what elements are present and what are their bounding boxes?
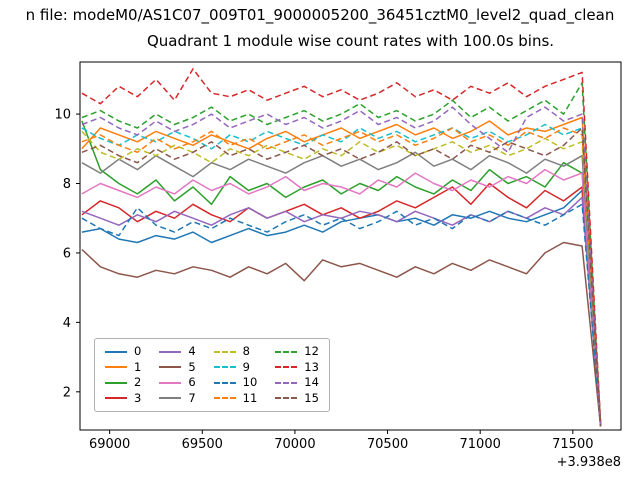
- legend-line-sample-1: [105, 366, 127, 369]
- legend-line-sample-5: [159, 366, 182, 369]
- series-line-14: [81, 106, 602, 427]
- legend-item-3: 3: [105, 390, 142, 405]
- legend-item-8: 8: [213, 344, 258, 358]
- series-line-2: [81, 120, 602, 427]
- legend-line-sample-10: [213, 381, 236, 384]
- axes-spines: [79, 61, 622, 431]
- series-line-13: [81, 68, 602, 424]
- legend-line-sample-9: [213, 366, 236, 369]
- legend-label-10: 10: [242, 375, 258, 389]
- legend-item-15: 15: [275, 390, 319, 405]
- legend-item-11: 11: [213, 390, 258, 405]
- series-line-9: [81, 123, 602, 427]
- legend-item-2: 2: [105, 375, 142, 389]
- series-line-15: [81, 127, 602, 427]
- legend: 0 1 2 3 4 5 6 7 8 9 10 11 12 13 14 15: [94, 338, 330, 412]
- figure-suptitle: n file: modeM0/AS1C07_009T01_9000005200_…: [25, 6, 615, 24]
- series-line-0: [81, 189, 602, 427]
- y-tick-label: 2: [63, 385, 71, 400]
- legend-line-sample-2: [105, 381, 127, 384]
- series-line-1: [81, 116, 602, 424]
- axes-title: Quadrant 1 module wise count rates with …: [146, 32, 555, 50]
- legend-item-14: 14: [275, 375, 319, 389]
- y-tick-label: 10: [54, 108, 71, 123]
- series-line-7: [81, 151, 602, 427]
- legend-label-13: 13: [304, 359, 319, 374]
- legend-label-1: 1: [134, 359, 142, 374]
- x-tick-label: 71000: [460, 437, 501, 452]
- legend-label-7: 7: [188, 390, 196, 405]
- legend-item-7: 7: [159, 390, 196, 405]
- legend-line-sample-3: [105, 397, 127, 400]
- legend-label-6: 6: [188, 375, 196, 389]
- legend-item-12: 12: [275, 344, 319, 358]
- legend-line-sample-13: [275, 366, 298, 369]
- legend-line-sample-14: [275, 381, 298, 384]
- series-line-12: [81, 82, 602, 427]
- legend-line-sample-8: [213, 350, 236, 353]
- x-offset-label: +3.938e8: [557, 455, 621, 470]
- x-tick-label: 70000: [274, 437, 315, 452]
- legend-line-sample-15: [275, 397, 298, 400]
- legend-line-sample-11: [213, 397, 236, 400]
- legend-item-4: 4: [159, 344, 196, 358]
- legend-label-5: 5: [188, 359, 196, 374]
- x-tick-label: 70500: [367, 437, 408, 452]
- series-line-8: [81, 130, 602, 424]
- legend-label-3: 3: [134, 390, 142, 405]
- legend-item-13: 13: [275, 359, 319, 374]
- legend-line-sample-6: [159, 381, 182, 384]
- legend-label-8: 8: [242, 344, 250, 358]
- series-line-5: [81, 241, 602, 427]
- legend-item-5: 5: [159, 359, 196, 374]
- legend-item-0: 0: [105, 344, 142, 358]
- x-tick-label: 71500: [552, 437, 593, 452]
- legend-label-0: 0: [134, 344, 142, 358]
- legend-item-9: 9: [213, 359, 258, 374]
- series-line-6: [81, 168, 602, 427]
- y-tick-label: 6: [63, 246, 71, 261]
- series-line-3: [81, 182, 602, 427]
- legend-line-sample-7: [159, 397, 182, 400]
- legend-label-9: 9: [242, 359, 250, 374]
- legend-label-15: 15: [304, 390, 319, 405]
- legend-label-11: 11: [242, 390, 258, 405]
- y-tick-label: 8: [63, 177, 71, 192]
- legend-label-14: 14: [304, 375, 319, 389]
- y-tick-label: 4: [63, 316, 71, 331]
- x-tick-label: 69500: [182, 437, 223, 452]
- legend-label-12: 12: [304, 344, 319, 358]
- legend-label-2: 2: [134, 375, 142, 389]
- legend-line-sample-4: [159, 350, 182, 353]
- legend-label-4: 4: [188, 344, 196, 358]
- legend-line-sample-12: [275, 350, 298, 353]
- series-line-4: [81, 196, 602, 427]
- legend-item-10: 10: [213, 375, 258, 389]
- legend-line-sample-0: [105, 350, 127, 353]
- x-tick-label: 69000: [89, 437, 130, 452]
- legend-item-6: 6: [159, 375, 196, 389]
- legend-item-1: 1: [105, 359, 142, 374]
